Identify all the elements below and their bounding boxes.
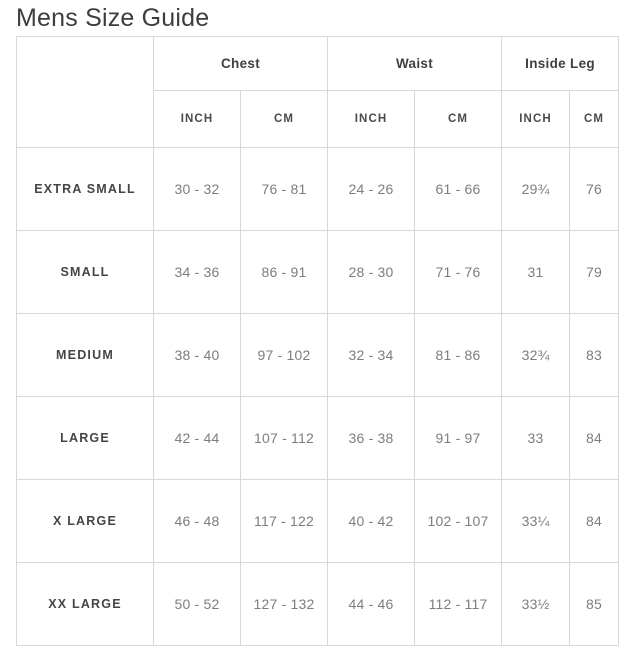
cell-chest-cm: 117 - 122 [239, 479, 329, 563]
cell-waist-cm: 61 - 66 [414, 147, 503, 231]
table-body: EXTRA SMALL 30 - 32 76 - 81 24 - 26 61 -… [16, 147, 620, 646]
header-corner-cell [16, 36, 154, 91]
cell-waist-inch: 40 - 42 [327, 479, 416, 563]
cell-chest-inch: 42 - 44 [153, 396, 241, 480]
page-title: Mens Size Guide [16, 4, 210, 32]
header-unit-chest-inch: INCH [153, 90, 241, 148]
table-row: SMALL 34 - 36 86 - 91 28 - 30 71 - 76 31… [16, 230, 620, 314]
cell-chest-cm: 127 - 132 [239, 562, 329, 646]
cell-waist-inch: 24 - 26 [327, 147, 416, 231]
row-label-extra-small: EXTRA SMALL [16, 147, 154, 231]
cell-chest-inch: 46 - 48 [153, 479, 241, 563]
cell-chest-cm: 76 - 81 [239, 147, 329, 231]
header-group-inside-leg: Inside Leg [501, 36, 620, 91]
cell-chest-inch: 34 - 36 [153, 230, 241, 314]
row-label-small: SMALL [16, 230, 154, 314]
row-label-xx-large: XX LARGE [16, 562, 154, 646]
header-unit-inside-leg-inch: INCH [501, 90, 571, 148]
cell-inside-leg-inch: 29¾ [501, 147, 571, 231]
cell-inside-leg-inch: 33¼ [501, 479, 571, 563]
table-row: EXTRA SMALL 30 - 32 76 - 81 24 - 26 61 -… [16, 147, 620, 231]
header-group-waist: Waist [327, 36, 503, 91]
size-guide-table: Chest Waist Inside Leg INCH CM INCH CM I… [16, 36, 620, 646]
header-unit-waist-cm: CM [414, 90, 503, 148]
row-label-large: LARGE [16, 396, 154, 480]
cell-chest-cm: 107 - 112 [239, 396, 329, 480]
cell-waist-cm: 71 - 76 [414, 230, 503, 314]
header-unit-inside-leg-cm: CM [569, 90, 620, 148]
cell-inside-leg-cm: 79 [569, 230, 620, 314]
cell-chest-cm: 97 - 102 [239, 313, 329, 397]
cell-waist-cm: 81 - 86 [414, 313, 503, 397]
row-label-x-large: X LARGE [16, 479, 154, 563]
cell-inside-leg-cm: 84 [569, 396, 620, 480]
cell-waist-inch: 36 - 38 [327, 396, 416, 480]
cell-waist-cm: 102 - 107 [414, 479, 503, 563]
header-corner-cell-lower [16, 90, 154, 148]
header-group-row: Chest Waist Inside Leg [16, 36, 620, 91]
cell-inside-leg-inch: 33½ [501, 562, 571, 646]
cell-inside-leg-cm: 85 [569, 562, 620, 646]
header-unit-waist-inch: INCH [327, 90, 416, 148]
cell-inside-leg-cm: 83 [569, 313, 620, 397]
header-group-chest: Chest [152, 36, 329, 91]
header-unit-chest-cm: CM [239, 90, 329, 148]
table-row: X LARGE 46 - 48 117 - 122 40 - 42 102 - … [16, 479, 620, 563]
cell-inside-leg-inch: 32¾ [501, 313, 571, 397]
cell-chest-cm: 86 - 91 [239, 230, 329, 314]
cell-waist-cm: 91 - 97 [414, 396, 503, 480]
table-row: XX LARGE 50 - 52 127 - 132 44 - 46 112 -… [16, 562, 620, 646]
cell-inside-leg-cm: 84 [569, 479, 620, 563]
cell-inside-leg-inch: 33 [501, 396, 571, 480]
cell-inside-leg-inch: 31 [501, 230, 571, 314]
table-row: MEDIUM 38 - 40 97 - 102 32 - 34 81 - 86 … [16, 313, 620, 397]
cell-inside-leg-cm: 76 [569, 147, 620, 231]
cell-waist-cm: 112 - 117 [414, 562, 503, 646]
header-unit-row: INCH CM INCH CM INCH CM [16, 90, 620, 148]
table-row: LARGE 42 - 44 107 - 112 36 - 38 91 - 97 … [16, 396, 620, 480]
cell-chest-inch: 38 - 40 [153, 313, 241, 397]
cell-waist-inch: 32 - 34 [327, 313, 416, 397]
cell-chest-inch: 30 - 32 [153, 147, 241, 231]
cell-waist-inch: 28 - 30 [327, 230, 416, 314]
cell-chest-inch: 50 - 52 [153, 562, 241, 646]
row-label-medium: MEDIUM [16, 313, 154, 397]
cell-waist-inch: 44 - 46 [327, 562, 416, 646]
table-header: Chest Waist Inside Leg INCH CM INCH CM I… [16, 36, 620, 148]
